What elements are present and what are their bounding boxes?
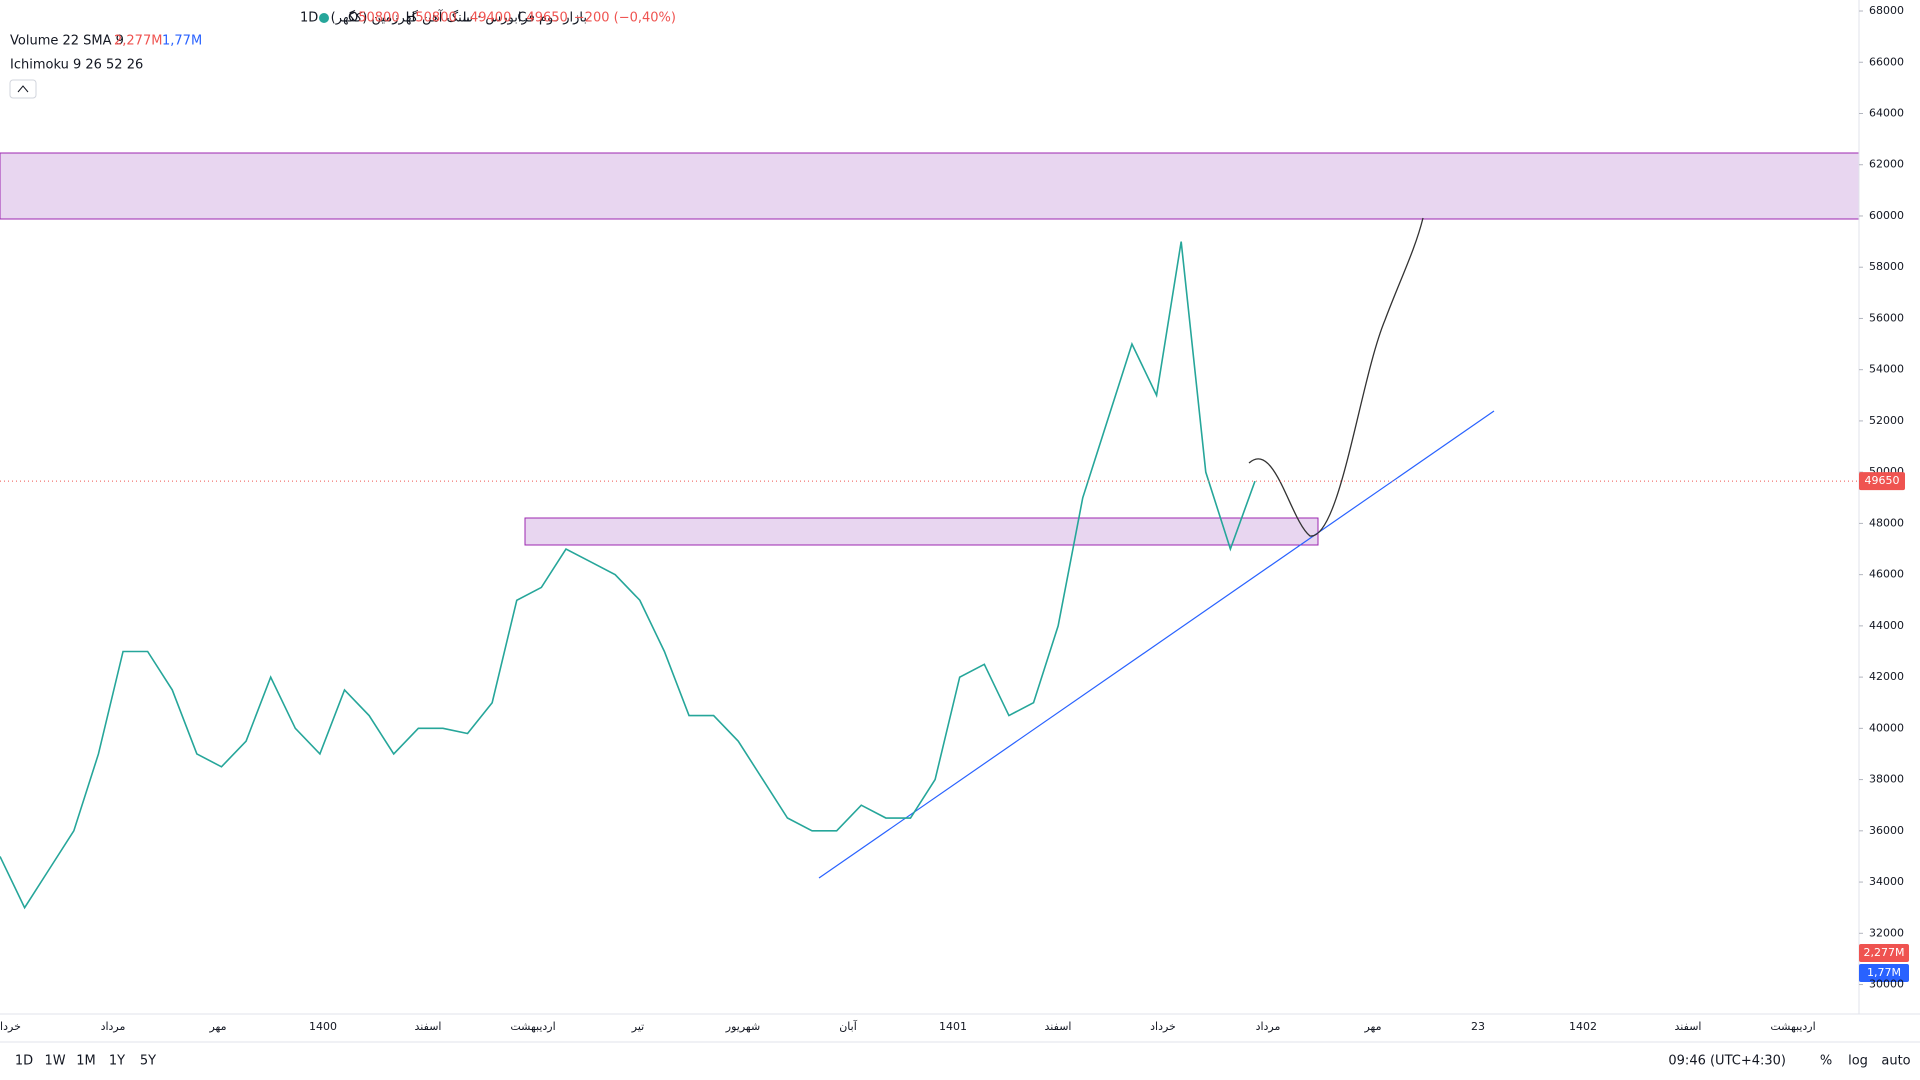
y-tick-label: 46000 [1869,568,1904,581]
clock: 09:46 (UTC+4:30) [1668,1054,1786,1069]
x-tick-label: اسفند [1675,1020,1702,1033]
collapse-icon [17,85,29,93]
y-tick-label: 52000 [1869,414,1904,427]
x-tick-label: مهر [208,1020,226,1033]
price-line [0,241,1256,910]
interval-button[interactable]: 1Y [109,1054,125,1069]
y-tick-label: 56000 [1869,311,1904,324]
y-tick-label: 32000 [1869,926,1904,939]
x-tick-label: تیر [631,1020,644,1033]
last-price-tag [1859,472,1905,491]
x-tick-label: شهریور [725,1020,760,1033]
interval-button[interactable]: 1D [15,1054,33,1069]
y-tick-label: 48000 [1869,516,1904,529]
x-tick-label: 23 [1471,1020,1485,1033]
x-tick-label: خرداد [1150,1020,1176,1033]
symbol-title: بازار دوم فرابورس · سنگ آهن گهرزمین (کگه… [300,9,587,26]
percent-button[interactable]: % [1820,1054,1832,1069]
ohlc-value: 49650 [526,11,567,26]
y-tick-label: 42000 [1869,670,1904,683]
resistance-zone [0,152,1860,220]
log-button[interactable]: log [1848,1054,1868,1069]
y-tick-label: 60000 [1869,209,1904,222]
volume-sma: 1,77M [162,34,202,49]
y-tick-label: 66000 [1869,55,1904,68]
x-tick-label: اسفند [1045,1020,1072,1033]
y-tick-label: 38000 [1869,773,1904,786]
ohlc-value: 50800 [358,11,399,26]
x-tick-label: اسفند [415,1020,442,1033]
y-tick-label: 40000 [1869,721,1904,734]
x-tick-label: خرداد [0,1020,21,1033]
y-tick-label: 36000 [1869,824,1904,837]
y-tick-label: 64000 [1869,106,1904,119]
x-tick-label: 1402 [1569,1020,1597,1033]
y-tick-label: 68000 [1869,4,1904,17]
ohlc-label: O [348,11,358,26]
ohlc-value: 50800 [415,11,456,26]
x-tick-label: 1400 [309,1020,337,1033]
interval-button[interactable]: 5Y [140,1054,156,1069]
x-tick-label: 1401 [939,1020,967,1033]
ohlc-label: H [406,11,416,26]
status-dot [319,13,329,23]
collapse-button[interactable] [9,79,37,99]
volume-value: 2,277M [114,34,162,49]
volume-tag [1859,944,1909,962]
ohlc-value: 49400 [470,11,511,26]
volume-tag-text: 2,277M [1864,946,1905,959]
y-tick-label: 34000 [1869,875,1904,888]
x-tick-label: مرداد [101,1020,126,1033]
ohlc-label: L [463,11,471,26]
volume-indicator: Volume 22 SMA 9 [10,34,124,49]
support-zone [524,517,1319,546]
x-tick-label: اردیبهشت [510,1020,555,1033]
sma-tag-text: 1,77M [1867,966,1901,979]
ohlc-label: C [517,11,526,26]
x-tick-label: اردیبهشت [1770,1020,1815,1033]
ichimoku-indicator: Ichimoku 9 26 52 26 [10,58,143,73]
price-change: −200 (−0,40%) [574,11,676,26]
y-tick-label: 62000 [1869,158,1904,171]
x-tick-label: آبان [839,1019,857,1033]
x-tick-label: مرداد [1256,1020,1281,1033]
sma-tag [1859,964,1909,982]
y-tick-label: 30000 [1869,978,1904,991]
interval-button[interactable]: 1M [76,1054,96,1069]
interval-button[interactable]: 1W [44,1054,65,1069]
last-price-text: 49650 [1865,474,1900,487]
x-tick-label: مهر [1363,1020,1381,1033]
y-tick-label: 54000 [1869,363,1904,376]
y-tick-label: 44000 [1869,619,1904,632]
y-tick-label: 58000 [1869,260,1904,273]
auto-button[interactable]: auto [1881,1054,1910,1069]
projection-curve [1248,217,1424,537]
trend-line [818,410,1495,879]
